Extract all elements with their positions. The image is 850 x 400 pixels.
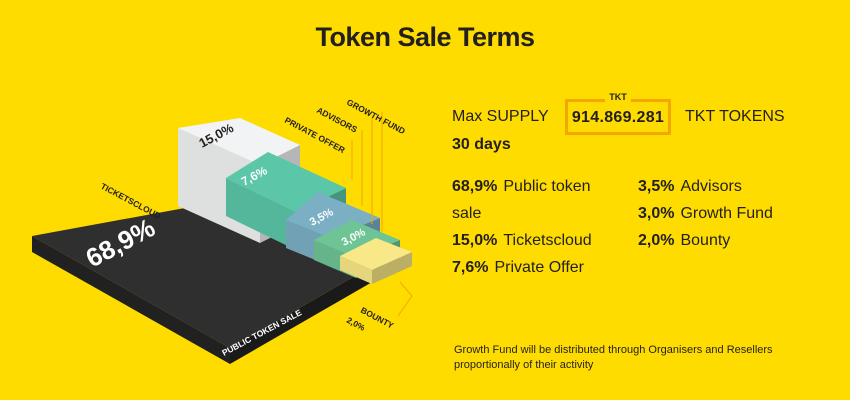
max-supply-value: 914.869.281 — [571, 109, 665, 126]
allocation-percent: 15,0% — [452, 232, 498, 249]
supply-currency-label: TKT — [568, 92, 668, 102]
category-label-ticketscloud: TICKETSCLOUD — [99, 181, 162, 221]
leader-line — [397, 281, 413, 317]
max-supply-box: TKT 914.869.281 — [565, 92, 671, 135]
allocation-label: Bounty — [680, 232, 731, 249]
supply-unit-label: TKT TOKENS — [685, 108, 785, 125]
allocation-label: Advisors — [680, 178, 742, 195]
allocation-label-line2: sale — [452, 205, 482, 222]
allocation-percent: 68,9% — [452, 178, 498, 195]
value-label-bounty: 2,0% — [345, 315, 367, 333]
allocation-bounty: 2,0% Bounty — [638, 231, 730, 251]
allocation-percent: 3,5% — [638, 178, 675, 195]
allocation-public-sale: 68,9% Public token sale — [452, 177, 591, 224]
allocation-percent: 7,6% — [452, 259, 489, 276]
allocation-label: Growth Fund — [680, 205, 773, 222]
allocation-ticketscloud: 15,0% Ticketscloud — [452, 231, 592, 251]
allocation-label: Ticketscloud — [503, 232, 592, 249]
allocation-label: Private Offer — [494, 259, 584, 276]
bar-front-bounty — [372, 252, 412, 284]
allocation-growth-fund: 3,0% Growth Fund — [638, 204, 773, 224]
max-supply-label: Max SUPPLY — [452, 108, 549, 125]
allocation-percent: 3,0% — [638, 205, 675, 222]
sale-duration: 30 days — [452, 136, 511, 153]
growth-fund-note: Growth Fund will be distributed through … — [454, 344, 773, 371]
bar-side-bounty — [340, 256, 372, 284]
allocation-label: Public token — [503, 178, 591, 195]
bar-front-public-token-sale — [230, 250, 400, 364]
allocation-advisors: 3,5% Advisors — [638, 177, 742, 197]
allocation-percent: 2,0% — [638, 232, 675, 249]
page-title: Token Sale Terms — [315, 22, 535, 52]
allocation-private-offer: 7,6% Private Offer — [452, 258, 584, 278]
bar-side-public-token-sale — [32, 236, 230, 364]
bar-bounty — [340, 238, 412, 270]
bar-side-private-offer — [226, 178, 296, 250]
